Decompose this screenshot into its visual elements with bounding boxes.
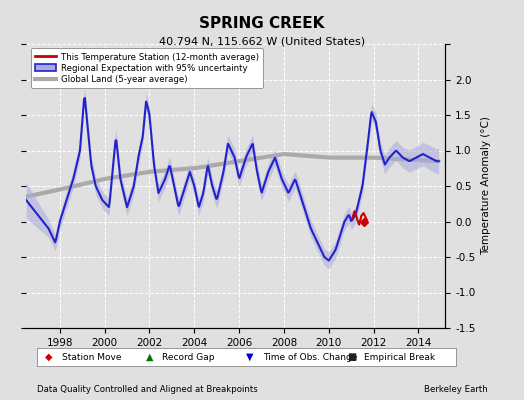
Text: Time of Obs. Change: Time of Obs. Change [263, 352, 357, 362]
Text: ◆: ◆ [45, 352, 52, 362]
Text: ▲: ▲ [146, 352, 153, 362]
Legend: This Temperature Station (12-month average), Regional Expectation with 95% uncer: This Temperature Station (12-month avera… [30, 48, 263, 88]
Text: Data Quality Controlled and Aligned at Breakpoints: Data Quality Controlled and Aligned at B… [37, 385, 257, 394]
Text: Record Gap: Record Gap [162, 352, 215, 362]
Y-axis label: Temperature Anomaly (°C): Temperature Anomaly (°C) [481, 116, 491, 256]
FancyBboxPatch shape [37, 348, 456, 366]
Text: ■: ■ [347, 352, 356, 362]
Text: SPRING CREEK: SPRING CREEK [199, 16, 325, 31]
Text: Empirical Break: Empirical Break [364, 352, 435, 362]
Text: Berkeley Earth: Berkeley Earth [423, 385, 487, 394]
Text: ▼: ▼ [246, 352, 254, 362]
Text: Station Move: Station Move [62, 352, 122, 362]
Text: 40.794 N, 115.662 W (United States): 40.794 N, 115.662 W (United States) [159, 36, 365, 46]
